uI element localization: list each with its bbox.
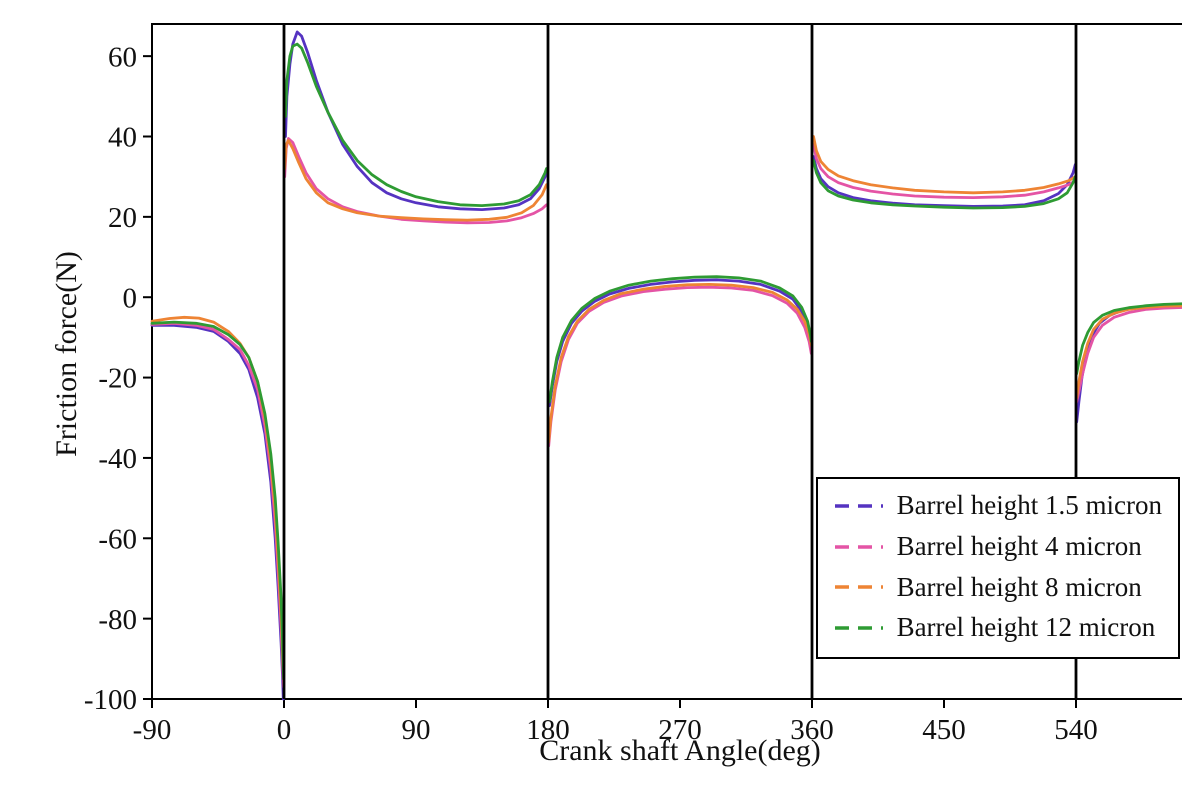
legend-label: Barrel height 12 micron [896,612,1156,643]
x-tick-label: 0 [277,714,292,746]
y-tick-label: 40 [108,122,137,154]
plot-area: -90090180270360450540630-100-80-60-40-20… [84,23,1182,746]
y-tick-label: -100 [84,684,137,716]
legend: Barrel height 1.5 micron Barrel height 4 … [815,477,1180,659]
series-line-1 [812,143,1077,200]
friction-force-chart: -90090180270360450540630-100-80-60-40-20… [40,16,1182,775]
series-line-3 [284,42,548,208]
series-line-2 [283,139,548,222]
legend-dash-icon [834,626,883,630]
series-line-2 [812,135,1077,195]
legend-label: Barrel height 8 micron [896,571,1142,602]
series-line-3 [812,159,1077,210]
series-line-3 [1075,302,1182,376]
series-line-1 [150,321,286,689]
legend-label: Barrel height 4 micron [896,530,1142,561]
x-tick-label: 270 [658,714,702,746]
x-tick-label: 540 [1054,714,1098,746]
y-tick-label: -20 [98,363,137,395]
legend-label: Barrel height 1.5 micron [896,490,1162,520]
x-tick-label: 90 [402,714,431,746]
x-tick-label: 180 [526,714,570,746]
legend-item: Barrel height 8 micron [834,571,1162,605]
series-line-2 [1075,304,1182,400]
series-line-1 [1075,306,1182,404]
y-tick-label: -60 [98,523,137,555]
legend-dash-icon [834,585,883,590]
legend-item: Barrel height 4 micron [834,530,1162,564]
series-line-0 [284,30,548,212]
series-line-0 [548,278,813,408]
y-tick-label: -40 [98,443,137,475]
y-tick-label: -80 [98,604,137,636]
x-tick-label: -90 [133,714,172,746]
series-line-2 [150,315,286,681]
x-axis-label: Crank shaft Angle(deg) [539,734,821,767]
x-tick-label: 360 [790,714,834,746]
legend-item: Barrel height 12 micron [834,611,1162,645]
y-tick-label: 0 [123,282,138,314]
series-line-3 [548,275,813,404]
series-line-1 [283,137,548,225]
x-tick-label: 450 [922,714,966,746]
y-axis-label: Friction force(N) [50,251,83,457]
legend-item: Barrel height 1.5 micron [834,489,1162,523]
series-line-2 [547,282,813,444]
y-tick-label: 60 [108,41,137,73]
series-line-3 [150,320,286,681]
legend-dash-icon [834,504,883,508]
legend-dash-icon [834,544,883,549]
y-tick-label: 20 [108,202,137,234]
series-line-0 [150,323,285,701]
